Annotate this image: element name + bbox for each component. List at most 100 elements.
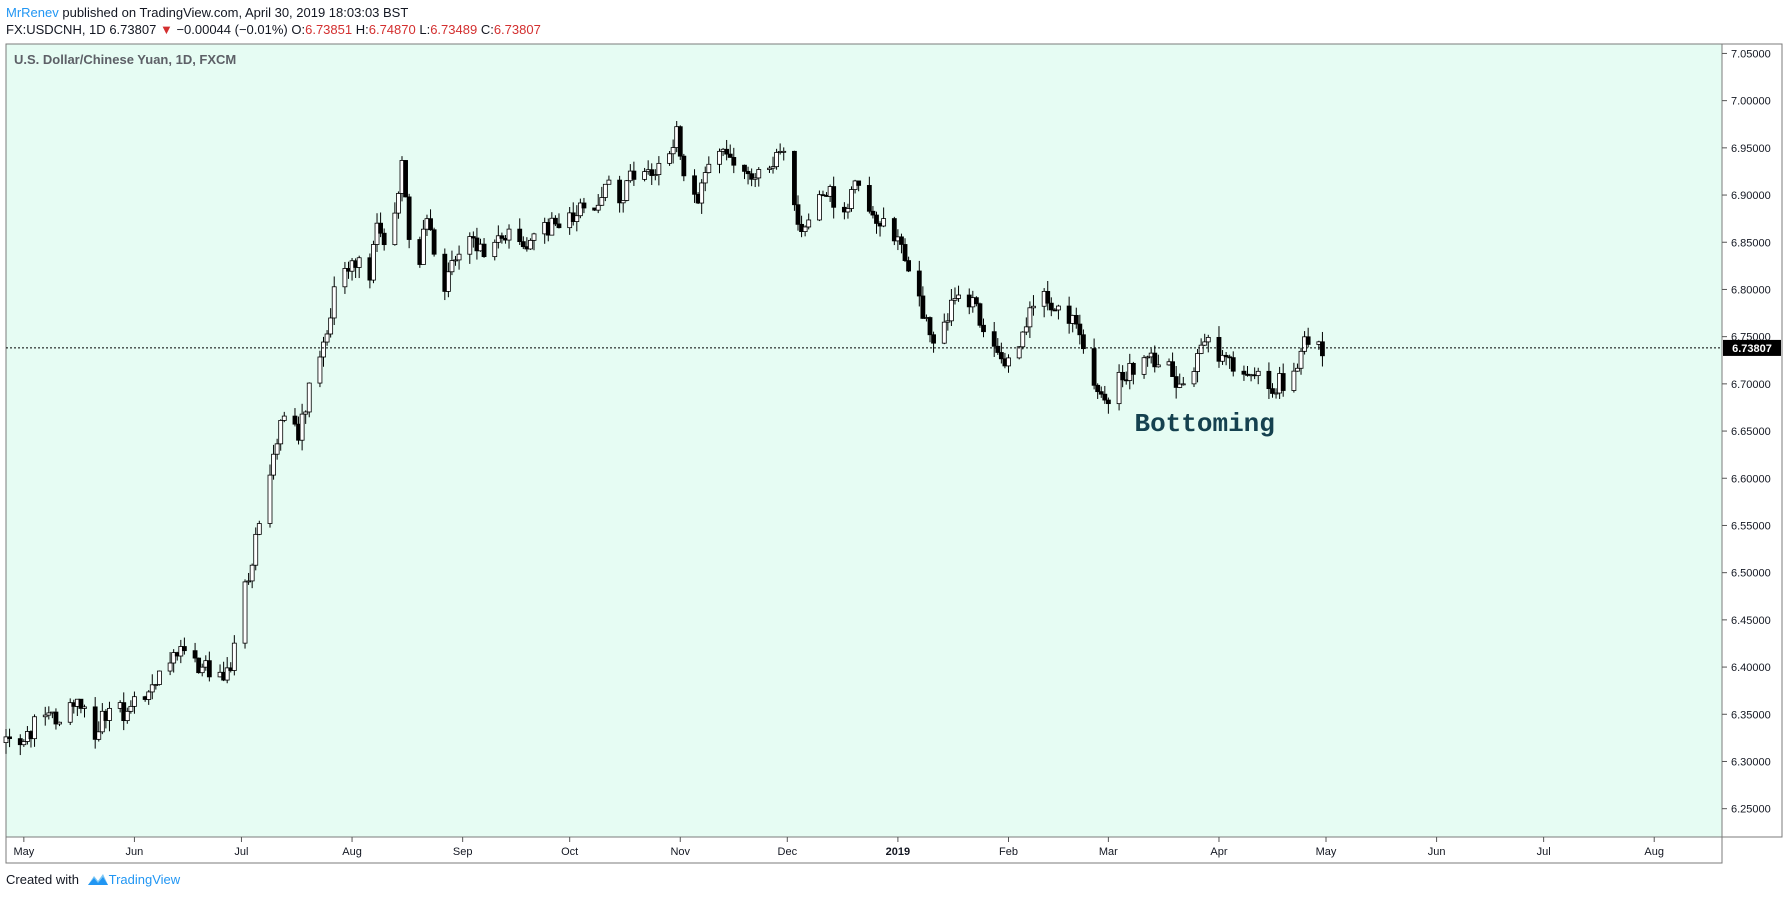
candle-body bbox=[242, 581, 248, 644]
candle-body bbox=[1205, 336, 1211, 343]
candle-body bbox=[281, 415, 287, 421]
x-tick-label: Aug bbox=[1644, 846, 1664, 858]
candle-body bbox=[146, 691, 152, 700]
candle-body bbox=[870, 210, 876, 216]
candle-body bbox=[1295, 367, 1300, 372]
candle-body bbox=[246, 580, 251, 583]
last-price-tag bbox=[1723, 339, 1781, 356]
candle-body bbox=[795, 204, 801, 225]
candle-body bbox=[931, 334, 936, 344]
candle-body bbox=[727, 153, 733, 158]
candle-body bbox=[192, 650, 198, 659]
candle-body bbox=[692, 175, 697, 195]
candle-body bbox=[1095, 384, 1101, 393]
candle-body bbox=[1255, 370, 1261, 376]
candle-body bbox=[649, 169, 655, 176]
candle-body bbox=[556, 223, 562, 229]
tradingview-link[interactable]: TradingView bbox=[108, 872, 181, 887]
candle-body bbox=[981, 324, 986, 333]
candle-body bbox=[831, 186, 837, 208]
candle-body bbox=[1141, 357, 1147, 375]
candle-body bbox=[306, 382, 312, 413]
candle-body bbox=[371, 244, 376, 281]
close-label: C: bbox=[480, 22, 494, 37]
candle-body bbox=[267, 474, 273, 524]
candle-body bbox=[224, 667, 230, 681]
candle-body bbox=[374, 222, 380, 245]
high-label: H: bbox=[355, 22, 369, 37]
created-with-label: Created with bbox=[6, 872, 79, 887]
candle-body bbox=[317, 356, 323, 384]
candle-body bbox=[1298, 350, 1304, 369]
candle-body bbox=[271, 453, 276, 476]
author-link[interactable]: MrRenev bbox=[6, 5, 59, 20]
candle-body bbox=[453, 259, 458, 262]
chart-header: MrRenev published on TradingView.com, Ap… bbox=[6, 4, 1776, 38]
publish-info: published on TradingView.com, April 30, … bbox=[58, 5, 409, 20]
candle-body bbox=[817, 194, 822, 221]
candle-body bbox=[342, 268, 348, 288]
candle-body bbox=[1056, 305, 1061, 311]
price-axis[interactable] bbox=[1721, 43, 1783, 838]
x-tick-label: Mar bbox=[1099, 846, 1118, 858]
candle-body bbox=[381, 232, 387, 246]
candle-body bbox=[652, 174, 658, 177]
candle-body bbox=[599, 197, 605, 206]
candle-body bbox=[256, 523, 262, 535]
candle-body bbox=[595, 204, 601, 211]
x-tick-label: May bbox=[13, 846, 34, 858]
candle-body bbox=[153, 684, 159, 686]
candle-body bbox=[67, 702, 73, 723]
candle-body bbox=[499, 235, 505, 239]
candle-body bbox=[78, 698, 84, 709]
y-tick-label: 6.85000 bbox=[1731, 237, 1771, 249]
x-tick-label: 2019 bbox=[886, 846, 910, 858]
candle-body bbox=[642, 171, 647, 180]
candle-body bbox=[428, 218, 433, 231]
candle-body bbox=[756, 169, 762, 179]
candle-body bbox=[945, 320, 951, 323]
candle-body bbox=[998, 352, 1004, 360]
candle-body bbox=[752, 177, 758, 180]
candle-body bbox=[321, 341, 326, 358]
x-tick-label: Jun bbox=[1428, 846, 1446, 858]
candle-body bbox=[406, 196, 412, 240]
candle-body bbox=[421, 228, 426, 265]
time-axis[interactable] bbox=[5, 836, 1723, 864]
candle-body bbox=[631, 170, 637, 180]
x-tick-label: Jun bbox=[126, 846, 144, 858]
plot-area[interactable] bbox=[5, 43, 1723, 838]
candle-body bbox=[845, 208, 851, 213]
y-tick-label: 6.25000 bbox=[1731, 804, 1771, 816]
candle-body bbox=[706, 163, 712, 173]
low-label: L: bbox=[419, 22, 431, 37]
candle-body bbox=[774, 152, 779, 168]
candle-body bbox=[1241, 370, 1247, 375]
candle-body bbox=[124, 710, 130, 722]
candle-body bbox=[206, 660, 212, 678]
candle-body bbox=[3, 736, 9, 743]
candle-body bbox=[356, 257, 362, 268]
candle-body bbox=[178, 646, 184, 657]
candle-body bbox=[952, 298, 958, 301]
candle-body bbox=[1155, 364, 1161, 368]
candle-body bbox=[517, 228, 523, 243]
candle-body bbox=[32, 716, 37, 740]
candle-body bbox=[731, 157, 737, 166]
candle-body bbox=[520, 241, 526, 248]
symbol-label: FX:USDCNH, 1D bbox=[6, 22, 106, 37]
candle-body bbox=[181, 646, 187, 652]
candle-body bbox=[874, 214, 879, 224]
candle-body bbox=[299, 413, 305, 441]
candle-body bbox=[670, 147, 676, 155]
candle-body bbox=[1173, 376, 1179, 388]
candle-body bbox=[1273, 392, 1279, 395]
candle-body bbox=[445, 271, 451, 292]
last-price: 6.73807 bbox=[109, 22, 157, 37]
candle-body bbox=[456, 253, 462, 261]
candle-body bbox=[1220, 354, 1225, 362]
candle-body bbox=[849, 189, 854, 209]
candle-body bbox=[1102, 393, 1108, 401]
candle-body bbox=[149, 684, 155, 693]
